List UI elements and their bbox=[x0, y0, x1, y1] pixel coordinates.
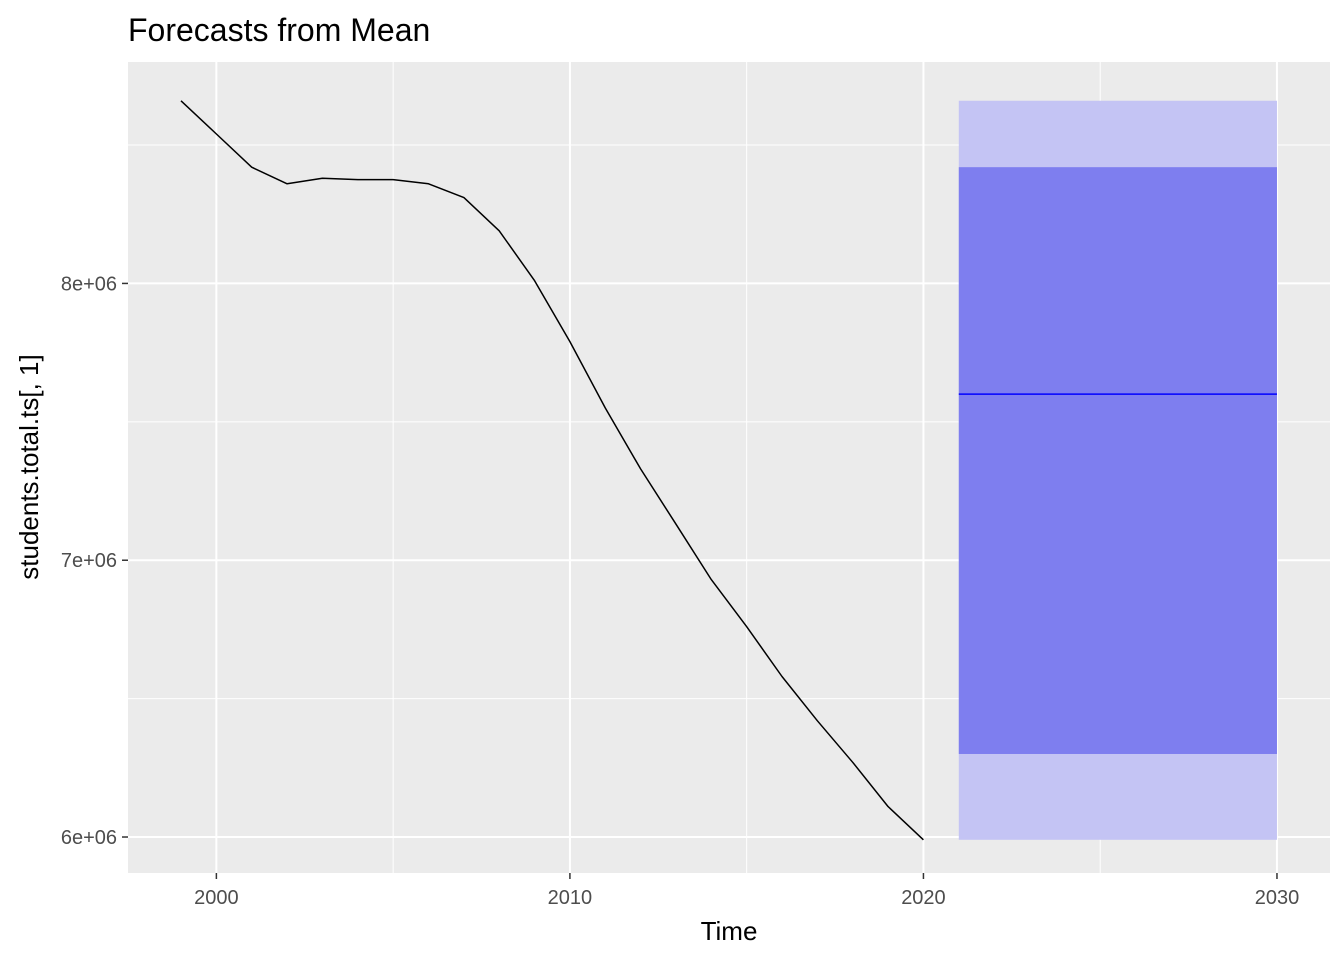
chart-title: Forecasts from Mean bbox=[128, 12, 430, 48]
x-tick-label: 2020 bbox=[901, 887, 946, 909]
series-layer bbox=[180, 100, 924, 841]
y-tick-label: 8e+06 bbox=[61, 273, 117, 295]
x-axis: 2000 2010 2020 2030 bbox=[194, 873, 1299, 909]
x-tick-label: 2010 bbox=[548, 887, 593, 909]
x-tick-label: 2000 bbox=[194, 887, 239, 909]
y-axis: 6e+06 7e+06 8e+06 bbox=[61, 273, 128, 849]
forecast-intervals bbox=[958, 100, 1277, 840]
forecast-80-interval bbox=[958, 167, 1277, 754]
y-tick-label: 6e+06 bbox=[61, 827, 117, 849]
y-axis-title: students.total.ts[, 1] bbox=[14, 354, 44, 579]
x-axis-title: Time bbox=[701, 916, 758, 946]
series-line bbox=[180, 100, 924, 841]
x-tick-label: 2030 bbox=[1255, 887, 1300, 909]
y-tick-label: 7e+06 bbox=[61, 550, 117, 572]
